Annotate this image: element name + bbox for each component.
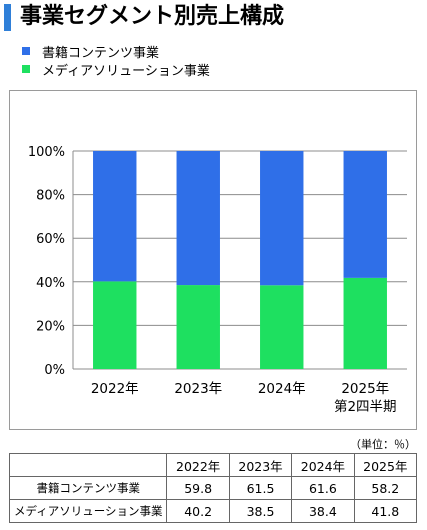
title-accent-bar (4, 4, 11, 31)
legend-swatch-books (22, 47, 30, 55)
table-cell: 40.2 (166, 499, 230, 523)
x-tick-label: 2023年 (174, 381, 222, 397)
table-row-label: 書籍コンテンツ事業 (8, 476, 168, 500)
table-cell: 41.8 (353, 499, 418, 523)
table-header-cell: 2023年 (228, 453, 293, 477)
bar-segment (260, 151, 304, 286)
table-cell: 38.4 (291, 499, 355, 523)
bar-segment (260, 285, 304, 369)
data-table: 2022年 2023年 2024年 2025年 書籍コンテンツ事業 59.8 6… (8, 453, 418, 523)
chart-frame: 0% 20% 40% 60% 80% 100% 2022年 2023年 2024年 2025年 第2… (9, 90, 417, 430)
legend-item-books: 書籍コンテンツ事業 (22, 42, 210, 61)
legend-swatch-media (22, 65, 30, 73)
bar-segment (343, 151, 387, 278)
x-tick-label: 2024年 (258, 381, 306, 397)
table-row: 書籍コンテンツ事業 59.8 61.5 61.6 58.2 (8, 476, 418, 500)
table-cell: 59.8 (166, 476, 230, 500)
table-header-cell: 2025年 (353, 453, 418, 477)
legend-item-media: メディアソリューション事業 (22, 60, 210, 79)
table-header-cell: 2024年 (291, 453, 355, 477)
y-tick-label: 60% (36, 232, 65, 247)
y-tick-label: 80% (36, 189, 65, 204)
table-header-cell (8, 453, 168, 477)
bar-segment (343, 277, 387, 369)
table-header-row: 2022年 2023年 2024年 2025年 (8, 453, 418, 477)
chart-legend: 書籍コンテンツ事業 メディアソリューション事業 (22, 42, 210, 79)
x-tick-label: 2022年 (91, 381, 139, 397)
bar-segment (176, 285, 220, 369)
y-tick-label: 40% (36, 276, 65, 291)
table-cell: 58.2 (353, 476, 418, 500)
bar-segment (93, 281, 137, 369)
y-tick-label: 100% (28, 145, 65, 160)
stacked-bar-chart: 0% 20% 40% 60% 80% 100% 2022年 2023年 2024年 2025年第2… (28, 145, 407, 415)
legend-label-books: 書籍コンテンツ事業 (42, 45, 160, 61)
page-title: 事業セグメント別売上構成 (20, 4, 285, 29)
x-tick-label: 2025年 (341, 381, 389, 397)
table-cell: 61.6 (291, 476, 355, 500)
table-header-cell: 2022年 (166, 453, 230, 477)
bar-segment (176, 151, 220, 286)
table-row-label: メディアソリューション事業 (8, 499, 168, 523)
table-row: メディアソリューション事業 40.2 38.5 38.4 41.8 (8, 499, 418, 523)
table-cell: 38.5 (228, 499, 293, 523)
y-tick-label: 20% (36, 319, 65, 334)
x-tick-label: 第2四半期 (334, 398, 397, 415)
legend-label-media: メディアソリューション事業 (42, 63, 210, 79)
unit-note: （単位：％） (350, 438, 416, 451)
bar-segment (93, 151, 137, 282)
y-tick-label: 0% (44, 363, 65, 378)
table-cell: 61.5 (228, 476, 293, 500)
